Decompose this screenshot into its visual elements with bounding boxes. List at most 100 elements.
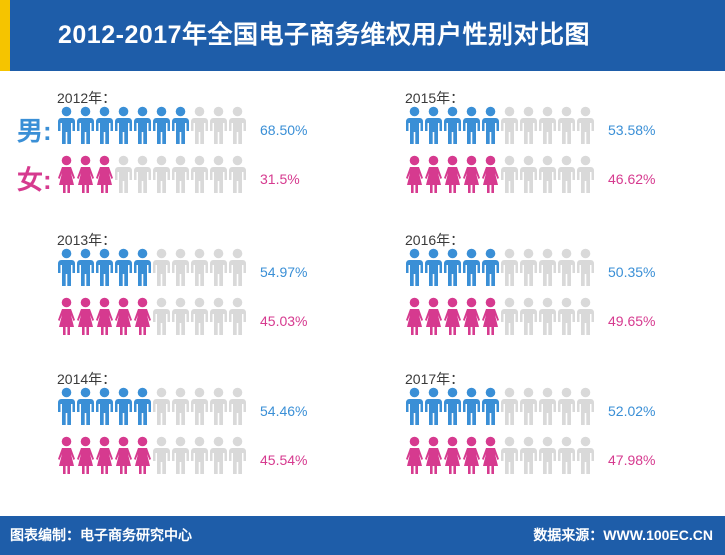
male-person-icon (482, 248, 499, 286)
empty-person-icon (558, 436, 575, 474)
female-person-icon (96, 297, 113, 335)
male-person-icon (425, 106, 442, 144)
year-label: 2015年： (405, 90, 465, 106)
empty-person-icon (172, 436, 189, 474)
female-icon-row (57, 436, 247, 476)
empty-person-icon (191, 387, 208, 425)
empty-person-icon (229, 106, 246, 144)
empty-person-icon (539, 106, 556, 144)
header-accent-stripe (0, 0, 10, 71)
male-person-icon (482, 106, 499, 144)
empty-person-icon (115, 155, 132, 193)
empty-person-icon (172, 297, 189, 335)
male-percent-label: 54.97% (260, 264, 308, 280)
empty-person-icon (229, 436, 246, 474)
empty-person-icon (172, 387, 189, 425)
empty-person-icon (501, 248, 518, 286)
male-percent-label: 68.50% (260, 122, 308, 138)
male-person-icon (58, 387, 75, 425)
legend-male: 男: (17, 116, 52, 146)
male-pictograph (58, 248, 246, 286)
footer-bar: 图表编制：电子商务研究中心 数据来源：WWW.100EC.CN (0, 516, 725, 555)
male-icon-row (405, 387, 595, 427)
male-icon-row (405, 248, 595, 288)
female-person-icon (77, 155, 94, 193)
male-percent-label: 54.46% (260, 403, 308, 419)
female-person-icon (58, 297, 75, 335)
male-person-icon (96, 248, 113, 286)
female-pictograph (58, 155, 246, 193)
empty-person-icon (558, 155, 575, 193)
male-person-icon (425, 387, 442, 425)
female-pictograph (406, 155, 594, 193)
female-person-icon (463, 297, 480, 335)
female-person-icon (482, 297, 499, 335)
empty-person-icon (520, 436, 537, 474)
male-percent-label: 53.58% (608, 122, 656, 138)
empty-person-icon (172, 155, 189, 193)
empty-person-icon (210, 248, 227, 286)
male-pictograph (58, 387, 246, 425)
male-icon-row (57, 248, 247, 288)
female-person-icon (134, 297, 151, 335)
male-person-icon (482, 387, 499, 425)
empty-person-icon (153, 387, 170, 425)
empty-person-icon (210, 155, 227, 193)
female-percent-label: 45.03% (260, 313, 308, 329)
female-person-icon (425, 436, 442, 474)
empty-person-icon (229, 155, 246, 193)
empty-person-icon (153, 297, 170, 335)
female-person-icon (482, 155, 499, 193)
male-pictograph (58, 106, 246, 144)
male-person-icon (134, 387, 151, 425)
male-person-icon (77, 387, 94, 425)
empty-person-icon (520, 106, 537, 144)
year-label: 2017年： (405, 371, 465, 387)
male-person-icon (134, 106, 151, 144)
male-icon-row (57, 387, 247, 427)
empty-person-icon (229, 387, 246, 425)
empty-person-icon (558, 297, 575, 335)
empty-person-icon (539, 248, 556, 286)
female-person-icon (115, 436, 132, 474)
male-person-icon (406, 248, 423, 286)
female-person-icon (134, 436, 151, 474)
empty-person-icon (210, 387, 227, 425)
female-person-icon (96, 436, 113, 474)
male-person-icon (77, 106, 94, 144)
female-percent-label: 46.62% (608, 171, 656, 187)
male-person-icon (444, 248, 461, 286)
footer-credit: 图表编制：电子商务研究中心 (10, 527, 192, 543)
female-person-icon (444, 155, 461, 193)
female-person-icon (406, 436, 423, 474)
female-person-icon (77, 297, 94, 335)
empty-person-icon (577, 297, 594, 335)
male-person-icon (96, 387, 113, 425)
empty-person-icon (577, 106, 594, 144)
empty-person-icon (539, 297, 556, 335)
female-icon-row (405, 436, 595, 476)
female-person-icon (444, 436, 461, 474)
female-person-icon (482, 436, 499, 474)
male-person-icon (172, 106, 189, 144)
empty-person-icon (520, 248, 537, 286)
empty-person-icon (577, 387, 594, 425)
male-icon-row (57, 106, 247, 146)
male-person-icon (153, 106, 170, 144)
male-person-icon (96, 106, 113, 144)
empty-person-icon (539, 155, 556, 193)
year-label: 2014年： (57, 371, 117, 387)
female-percent-label: 31.5% (260, 171, 300, 187)
empty-person-icon (558, 387, 575, 425)
year-label: 2016年： (405, 232, 465, 248)
male-person-icon (406, 106, 423, 144)
empty-person-icon (501, 436, 518, 474)
legend-female: 女: (17, 165, 52, 195)
male-pictograph (406, 248, 594, 286)
empty-person-icon (229, 297, 246, 335)
empty-person-icon (577, 248, 594, 286)
female-person-icon (77, 436, 94, 474)
empty-person-icon (577, 155, 594, 193)
female-person-icon (58, 436, 75, 474)
empty-person-icon (210, 106, 227, 144)
